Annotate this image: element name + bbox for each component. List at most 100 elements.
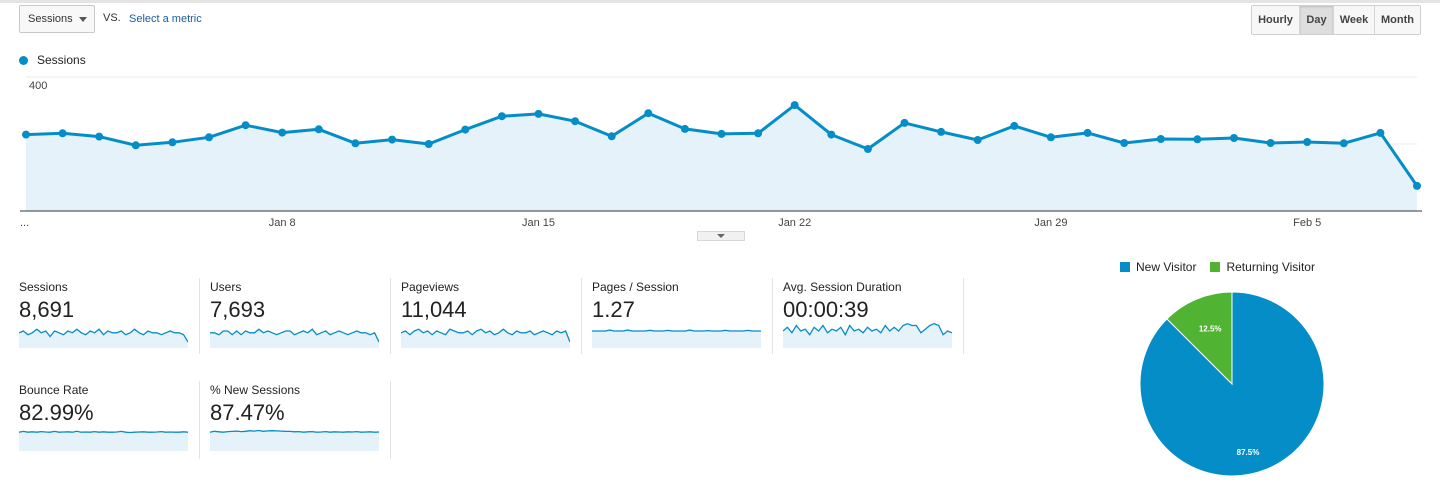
scorecard-users[interactable]: Users 7,693 — [210, 280, 390, 360]
pie-slice-returning-visitor[interactable] — [1166, 291, 1233, 386]
x-tick-label: Feb 5 — [1293, 217, 1321, 229]
data-point[interactable] — [937, 127, 946, 136]
legend-item-returning-visitor[interactable]: Returning Visitor — [1210, 260, 1315, 274]
vs-label: VS. — [103, 12, 121, 24]
scorecard-divider — [963, 278, 964, 354]
data-point[interactable] — [1083, 128, 1092, 137]
scorecard--new-sessions[interactable]: % New Sessions 87.47% — [210, 383, 390, 463]
week-button[interactable]: Week — [1334, 6, 1375, 34]
y-tick-label: 400 — [29, 80, 47, 92]
sparkline-line — [19, 328, 188, 343]
data-point[interactable] — [1230, 134, 1238, 142]
data-point[interactable] — [388, 135, 397, 144]
select-metric-link[interactable]: Select a metric — [129, 13, 202, 25]
data-point[interactable] — [1120, 139, 1129, 147]
scorecard-pages-session[interactable]: Pages / Session 1.27 — [592, 280, 772, 360]
sparkline — [19, 430, 188, 451]
data-point[interactable] — [95, 132, 104, 141]
data-point[interactable] — [680, 124, 689, 133]
data-point[interactable] — [790, 101, 799, 110]
month-button[interactable]: Month — [1375, 6, 1420, 34]
metric-select-value: Sessions — [28, 13, 73, 25]
data-point[interactable] — [973, 136, 982, 144]
scorecard-label: Avg. Session Duration — [783, 280, 902, 294]
legend-series-name: Sessions — [37, 53, 86, 67]
chart-collapse-handle[interactable] — [697, 231, 745, 241]
data-point[interactable] — [241, 121, 250, 130]
scorecard-avg-session-duration[interactable]: Avg. Session Duration 00:00:39 — [783, 280, 963, 360]
data-point[interactable] — [571, 117, 580, 126]
scorecard-sessions[interactable]: Sessions 8,691 — [19, 280, 199, 360]
data-point[interactable] — [205, 133, 213, 142]
data-point[interactable] — [1266, 139, 1275, 147]
scorecard-label: Bounce Rate — [19, 383, 89, 397]
day-button[interactable]: Day — [1300, 6, 1334, 34]
legend-item-new-visitor[interactable]: New Visitor — [1120, 260, 1196, 274]
sparkline — [210, 328, 379, 348]
data-point[interactable] — [717, 129, 726, 138]
scorecard-bounce-rate[interactable]: Bounce Rate 82.99% — [19, 383, 199, 463]
scorecard-divider — [199, 381, 200, 459]
x-tick-label: Jan 8 — [269, 217, 296, 229]
data-point[interactable] — [1193, 135, 1202, 144]
scorecard-value: 1.27 — [592, 297, 635, 322]
data-point[interactable] — [131, 141, 140, 150]
legend-label-returning-visitor: Returning Visitor — [1226, 260, 1315, 274]
data-point[interactable] — [1156, 135, 1165, 143]
pie-slice-new-visitor[interactable] — [1139, 291, 1325, 477]
data-point[interactable] — [644, 109, 653, 118]
hourly-button[interactable]: Hourly — [1252, 6, 1300, 34]
data-point[interactable] — [754, 129, 763, 138]
pie-slice-label: 87.5% — [1237, 448, 1260, 457]
sparkline-line — [19, 430, 188, 434]
metric-select-dropdown[interactable]: Sessions — [19, 5, 95, 33]
data-point[interactable] — [58, 129, 67, 138]
scorecard-pageviews[interactable]: Pageviews 11,044 — [401, 280, 581, 360]
granularity-toggle: Hourly Day Week Month — [1251, 5, 1421, 35]
scorecard-value: 11,044 — [401, 297, 467, 322]
sparkline-line — [592, 329, 761, 332]
data-point[interactable] — [607, 132, 616, 141]
data-point[interactable] — [1303, 138, 1312, 146]
data-point[interactable] — [1010, 121, 1019, 130]
caret-down-icon — [717, 234, 725, 238]
data-point[interactable] — [863, 145, 872, 153]
data-point[interactable] — [424, 140, 433, 148]
data-point[interactable] — [314, 125, 323, 134]
data-point[interactable] — [534, 109, 543, 118]
scorecard-label: Users — [210, 280, 242, 294]
data-point[interactable] — [1339, 139, 1348, 148]
sparkline-area — [592, 330, 761, 348]
sparkline-area — [19, 431, 188, 451]
x-tick-label: ... — [20, 217, 29, 229]
data-point[interactable] — [168, 138, 177, 147]
x-tick-label: Jan 29 — [1034, 217, 1067, 229]
sparkline — [401, 328, 570, 348]
sparkline-line — [210, 328, 379, 343]
scorecard-value: 8,691 — [19, 297, 75, 322]
sessions-area — [26, 105, 1417, 211]
data-point[interactable] — [1413, 181, 1421, 190]
top-border — [0, 0, 1440, 3]
data-point[interactable] — [351, 139, 360, 148]
data-point[interactable] — [900, 118, 909, 127]
data-point[interactable] — [1046, 133, 1055, 142]
data-point[interactable] — [278, 128, 287, 137]
scorecard-label: Sessions — [19, 280, 68, 294]
data-point[interactable] — [1376, 128, 1385, 137]
scorecard-label: % New Sessions — [210, 383, 301, 397]
data-point[interactable] — [497, 112, 506, 121]
data-point[interactable] — [22, 130, 30, 139]
pie-legend: New Visitor Returning Visitor — [1120, 260, 1329, 274]
scorecard-divider — [581, 278, 582, 354]
scorecard-label: Pages / Session — [592, 280, 679, 294]
chart-legend: Sessions — [19, 53, 86, 67]
visitor-type-pie-chart: 87.5% 12.5% — [1139, 291, 1325, 477]
scorecard-value: 87.47% — [210, 400, 285, 425]
pie-slice-label: 12.5% — [1199, 324, 1222, 333]
scorecard-divider — [772, 278, 773, 354]
data-point[interactable] — [461, 125, 470, 134]
sparkline-line — [401, 328, 570, 343]
data-point[interactable] — [827, 130, 836, 139]
